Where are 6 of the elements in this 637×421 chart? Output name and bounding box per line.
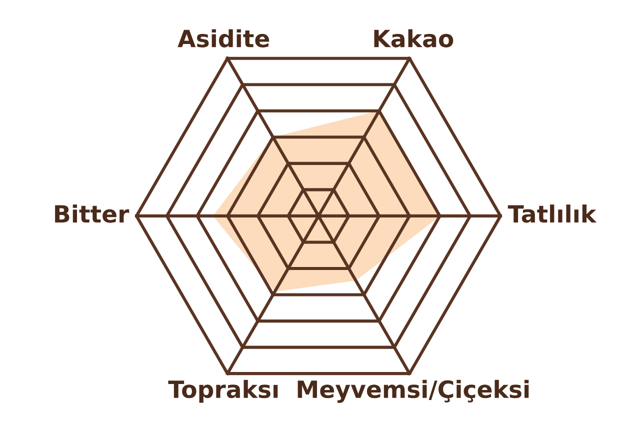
spoke-label: Topraksı bbox=[168, 380, 278, 403]
spoke-label: Asidite bbox=[178, 29, 270, 48]
spoke-label: Bitter bbox=[55, 204, 130, 223]
spoke-label: Meyvemsi/Çiçeksi bbox=[298, 380, 529, 403]
spoke-label: Tatlılık bbox=[508, 204, 597, 223]
spoke-label: Kakao bbox=[374, 29, 454, 48]
